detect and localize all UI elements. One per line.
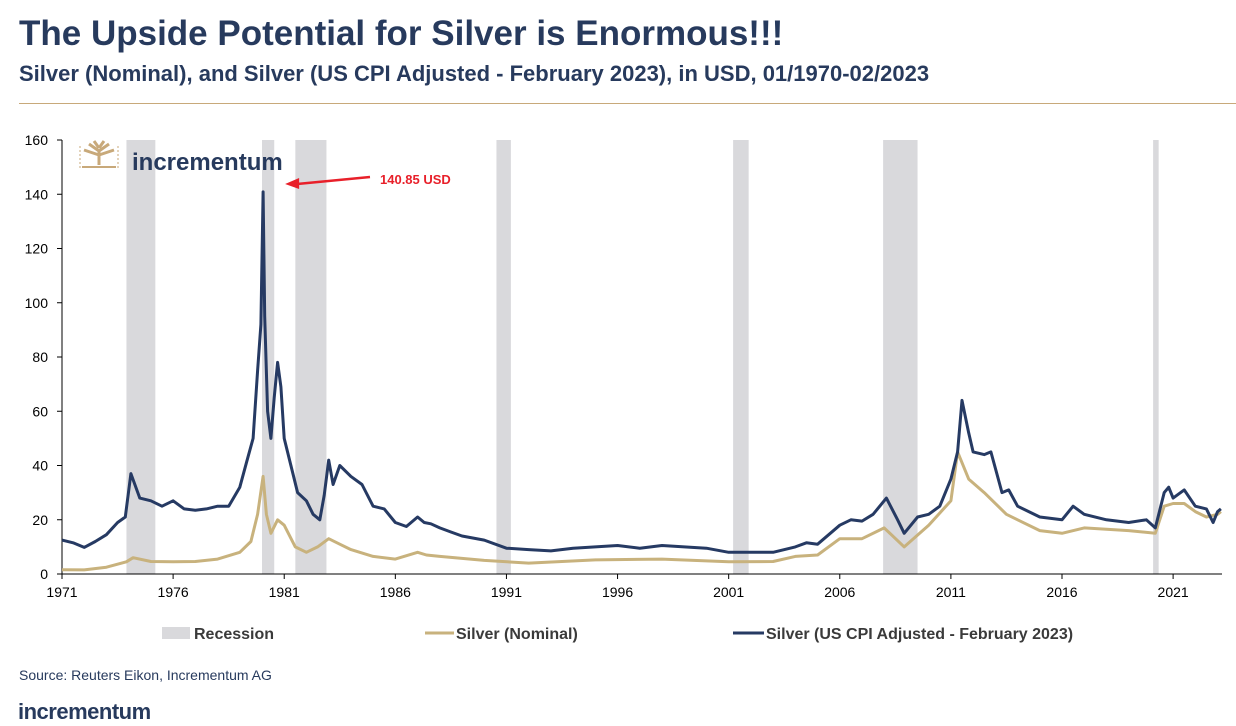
y-tick-label: 60 bbox=[32, 403, 48, 419]
x-tick-label: 2011 bbox=[936, 584, 966, 600]
chart-legend: Recession Silver (Nominal) Silver (US CP… bbox=[162, 626, 1073, 643]
tree-icon bbox=[79, 140, 119, 168]
footer-brand: incrementum bbox=[18, 699, 151, 724]
y-tick-label: 20 bbox=[32, 512, 48, 528]
recession-band-3 bbox=[496, 140, 511, 574]
legend-label-nominal: Silver (Nominal) bbox=[456, 626, 578, 643]
recession-bands bbox=[126, 140, 1159, 574]
x-tick-label: 1986 bbox=[380, 584, 411, 600]
recession-band-0 bbox=[126, 140, 156, 574]
header-divider bbox=[19, 103, 1236, 104]
x-axis-ticks: 1971 1976 1981 1986 1991 1996 2001 2006 2011 2016… bbox=[46, 574, 1189, 600]
legend-label-recession: Recession bbox=[194, 626, 274, 643]
recession-band-5 bbox=[883, 140, 918, 574]
y-tick-label: 80 bbox=[32, 349, 48, 365]
recession-band-2 bbox=[295, 140, 327, 574]
y-tick-label: 40 bbox=[32, 458, 48, 474]
x-tick-label: 2016 bbox=[1046, 584, 1077, 600]
x-tick-label: 1991 bbox=[491, 584, 522, 600]
x-tick-label: 2021 bbox=[1158, 584, 1189, 600]
y-tick-label: 160 bbox=[25, 132, 49, 148]
x-tick-label: 1976 bbox=[158, 584, 189, 600]
y-tick-label: 120 bbox=[25, 241, 49, 257]
legend-swatch-recession bbox=[162, 627, 190, 639]
axes bbox=[61, 140, 1222, 575]
recession-band-4 bbox=[733, 140, 749, 574]
peak-annotation: 140.85 USD bbox=[285, 172, 451, 189]
peak-annotation-label: 140.85 USD bbox=[380, 172, 451, 187]
incrementum-logo: incrementum bbox=[79, 140, 283, 176]
x-tick-label: 1981 bbox=[269, 584, 300, 600]
y-tick-label: 100 bbox=[25, 295, 49, 311]
logo-wordmark: incrementum bbox=[132, 149, 283, 176]
legend-label-adjusted: Silver (US CPI Adjusted - February 2023) bbox=[766, 626, 1073, 643]
y-tick-label: 0 bbox=[40, 566, 48, 582]
x-tick-label: 1996 bbox=[602, 584, 633, 600]
y-tick-label: 140 bbox=[25, 186, 49, 202]
chart-subtitle: Silver (Nominal), and Silver (US CPI Adj… bbox=[19, 61, 930, 86]
chart-title: The Upside Potential for Silver is Enorm… bbox=[19, 14, 784, 53]
x-tick-label: 2001 bbox=[713, 584, 744, 600]
series-line-silver-nominal bbox=[61, 450, 1222, 572]
y-axis-ticks: 0 20 40 60 80 100 120 140 160 bbox=[25, 132, 62, 582]
source-note: Source: Reuters Eikon, Incrementum AG bbox=[19, 667, 272, 683]
recession-band-6 bbox=[1153, 140, 1159, 574]
x-tick-label: 2006 bbox=[824, 584, 855, 600]
series-line-silver-cpi-adjusted bbox=[61, 190, 1222, 554]
x-tick-label: 1971 bbox=[46, 584, 77, 600]
